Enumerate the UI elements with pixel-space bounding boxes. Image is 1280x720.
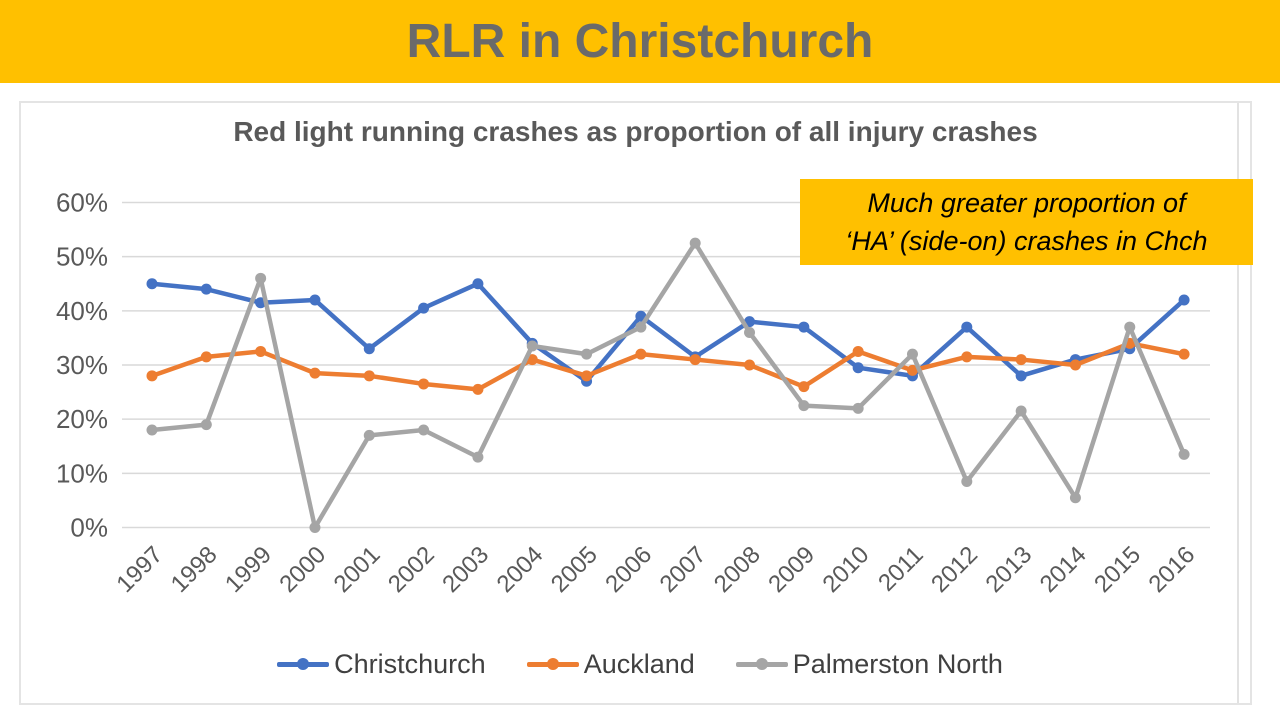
data-point	[689, 354, 701, 366]
data-point	[255, 272, 267, 284]
legend-label-auckland: Auckland	[583, 648, 695, 679]
x-tick-label: 2001	[329, 541, 386, 598]
data-point	[852, 402, 864, 414]
legend-label-christchurch: Christchurch	[334, 648, 486, 679]
data-point	[744, 359, 756, 371]
data-point	[1015, 405, 1027, 417]
data-point	[961, 475, 973, 487]
data-point	[961, 351, 973, 363]
x-tick-label: 2013	[981, 541, 1038, 598]
data-point	[1124, 321, 1136, 333]
data-point	[309, 294, 321, 306]
data-point	[309, 367, 321, 379]
x-tick-label: 2012	[926, 541, 983, 598]
x-tick-label: 2003	[437, 541, 494, 598]
y-tick-label: 10%	[56, 458, 108, 488]
data-point	[1069, 359, 1081, 371]
data-point	[1178, 448, 1190, 460]
x-tick-label: 1998	[166, 541, 223, 598]
data-point	[581, 348, 593, 360]
x-tick-label: 2010	[818, 541, 875, 598]
data-point	[581, 370, 593, 382]
y-tick-label: 60%	[56, 187, 108, 217]
series-auckland	[146, 337, 1190, 395]
y-tick-label: 0%	[70, 513, 108, 543]
data-point	[146, 424, 158, 436]
x-tick-label: 2006	[600, 541, 657, 598]
data-point	[744, 326, 756, 338]
data-point	[363, 343, 375, 355]
data-point	[635, 348, 647, 360]
data-point	[852, 362, 864, 374]
y-axis-labels: 0% 10% 20% 30% 40% 50% 60%	[56, 187, 108, 542]
annotation-callout: Much greater proportion of ‘HA’ (side-on…	[800, 179, 1253, 265]
x-tick-label: 1999	[220, 541, 277, 598]
data-point	[798, 321, 810, 333]
data-point	[852, 345, 864, 357]
data-point	[798, 400, 810, 412]
data-point	[200, 351, 212, 363]
y-tick-label: 40%	[56, 296, 108, 326]
data-point	[146, 278, 158, 290]
y-tick-label: 50%	[56, 242, 108, 272]
legend-item-christchurch: Christchurch	[277, 649, 486, 680]
data-point	[1178, 294, 1190, 306]
legend-marker-christchurch-icon	[277, 658, 330, 670]
legend-label-palmerston-north: Palmerston North	[792, 648, 1003, 679]
data-point	[472, 383, 484, 395]
legend-marker-palmerston-north-icon	[735, 658, 788, 670]
y-tick-label: 20%	[56, 404, 108, 434]
x-tick-label: 2000	[274, 541, 331, 598]
title-banner: RLR in Christchurch	[0, 0, 1280, 83]
x-tick-label: 2014	[1035, 541, 1092, 598]
data-point	[418, 424, 430, 436]
data-point	[1015, 354, 1027, 366]
slide-title: RLR in Christchurch	[406, 15, 874, 68]
legend-item-auckland: Auckland	[526, 648, 695, 680]
x-tick-label: 2016	[1143, 541, 1200, 598]
data-point	[689, 237, 701, 249]
x-tick-label: 2004	[492, 541, 549, 598]
annotation-line-1: Much greater proportion of	[867, 187, 1186, 218]
data-point	[363, 429, 375, 441]
x-tick-label: 2007	[655, 541, 712, 598]
data-point	[363, 370, 375, 382]
y-tick-label: 30%	[56, 350, 108, 380]
series-palmerston-north	[146, 237, 1190, 533]
data-point	[418, 302, 430, 314]
data-point	[635, 321, 647, 333]
data-point	[526, 354, 538, 366]
data-point	[1069, 492, 1081, 504]
data-point	[961, 321, 973, 333]
series-christchurch	[146, 278, 1190, 387]
chart-title: Red light running crashes as proportion …	[233, 116, 1038, 147]
legend-item-palmerston-north: Palmerston North	[735, 648, 1003, 680]
chart-legend: Christchurch Auckland Palmerston North	[0, 644, 1280, 684]
data-point	[255, 345, 267, 357]
data-point	[906, 364, 918, 376]
data-point	[798, 381, 810, 393]
data-point	[1178, 348, 1190, 360]
data-point	[526, 340, 538, 352]
data-point	[418, 378, 430, 390]
x-tick-label: 2005	[546, 541, 603, 598]
data-point	[1015, 370, 1027, 382]
x-tick-label: 2008	[709, 541, 766, 598]
legend-marker-auckland-icon	[526, 658, 579, 670]
x-tick-label: 2002	[383, 541, 440, 598]
data-point	[200, 283, 212, 295]
x-tick-label: 2011	[873, 541, 929, 597]
annotation-line-2: ‘HA’ (side-on) crashes in Chch	[845, 226, 1208, 256]
x-tick-label: 2009	[763, 541, 820, 598]
data-point	[200, 419, 212, 431]
data-point	[472, 278, 484, 290]
x-tick-label: 2015	[1089, 541, 1146, 598]
x-tick-label: 1997	[111, 541, 168, 598]
data-point	[472, 451, 484, 463]
data-point	[146, 370, 158, 382]
x-axis-labels: 1997199819992000200120022003200420052006…	[111, 541, 1200, 598]
data-point	[309, 522, 321, 533]
data-point	[906, 348, 918, 360]
